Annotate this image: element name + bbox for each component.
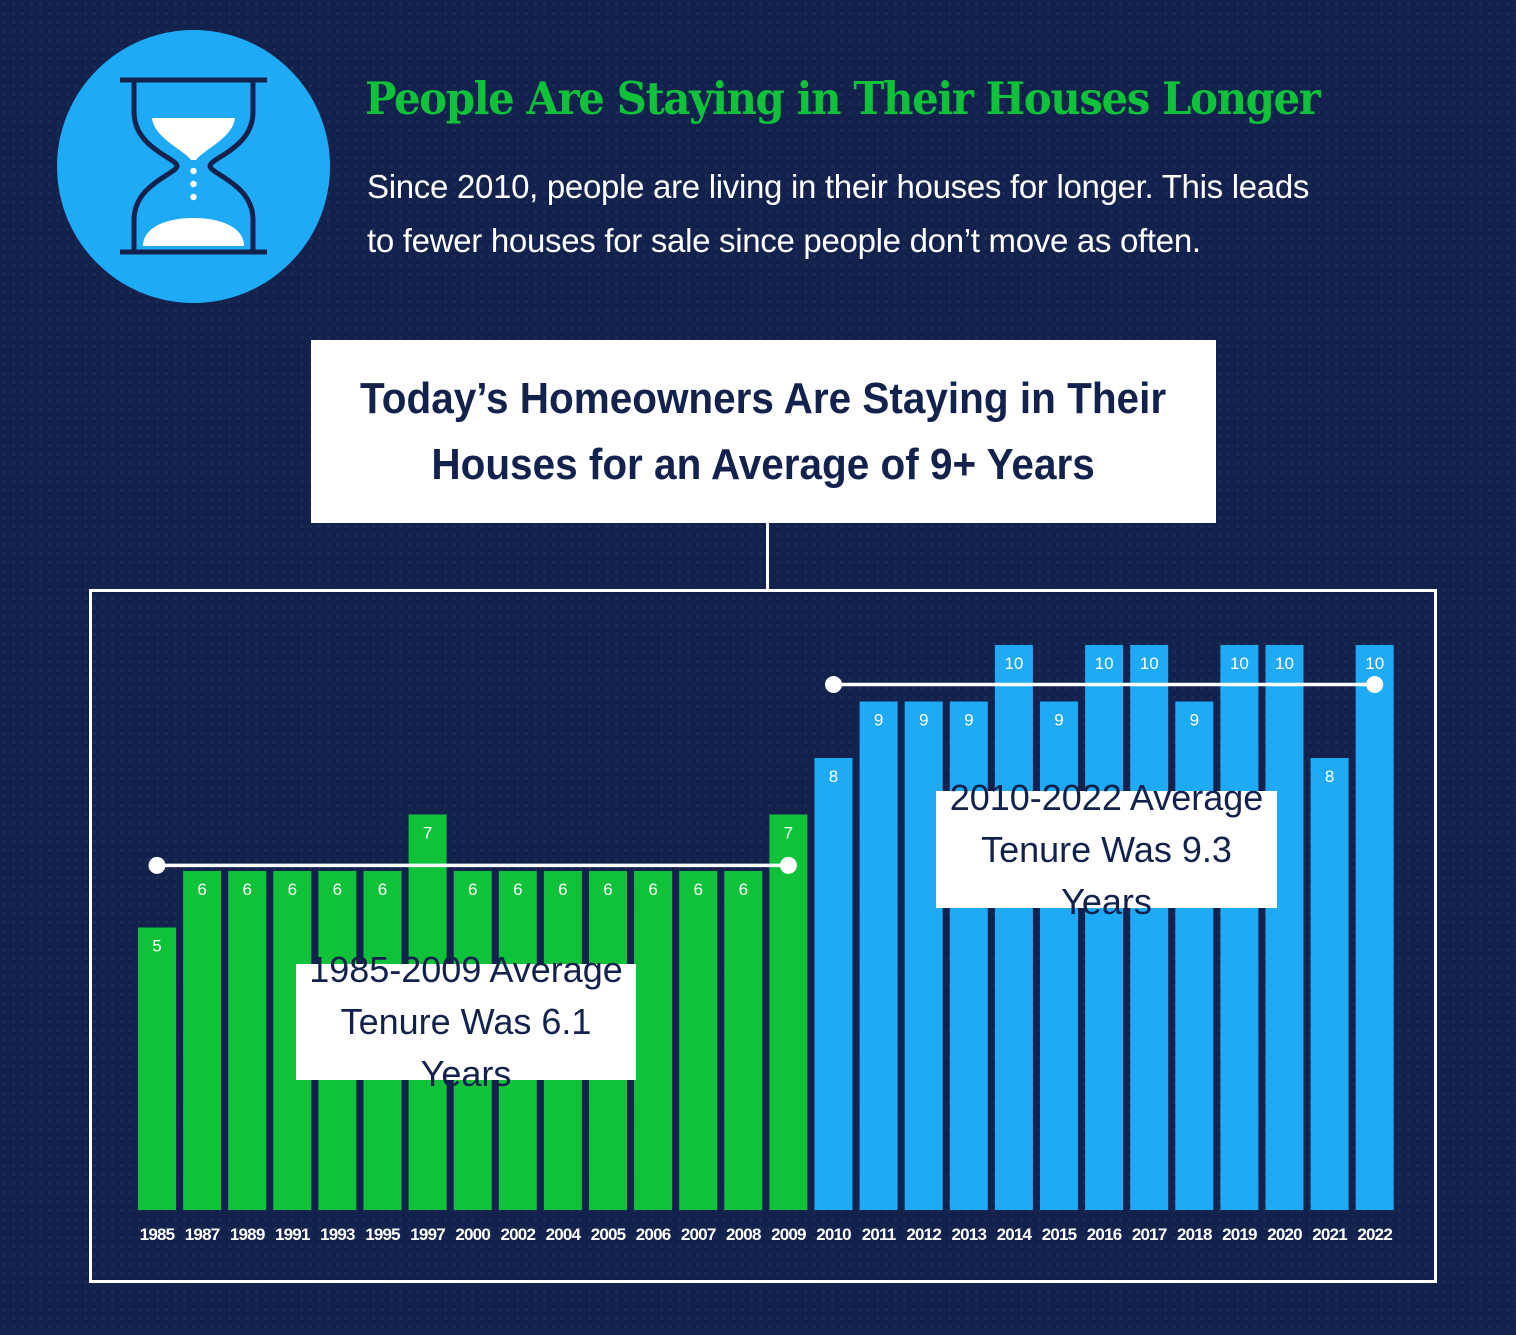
- data-label-2017: 10: [1140, 654, 1159, 673]
- tick-label-2014: 2014: [997, 1225, 1033, 1244]
- bar-2009: [769, 814, 808, 1210]
- bar-2011: [859, 701, 898, 1210]
- data-label-2011: 9: [874, 711, 883, 730]
- tick-label-2021: 2021: [1312, 1225, 1347, 1244]
- tick-label-2022: 2022: [1357, 1225, 1392, 1244]
- bar-2021: [1310, 758, 1349, 1210]
- page-subtitle: Since 2010, people are living in their h…: [367, 168, 1310, 259]
- tick-label-1989: 1989: [230, 1225, 265, 1244]
- data-label-2008: 6: [739, 880, 748, 899]
- icon-circle: [57, 30, 330, 303]
- data-label-1997: 7: [423, 824, 432, 843]
- data-label-1995: 6: [378, 880, 387, 899]
- chart-title: Today’s Homeowners Are Staying in Their …: [360, 373, 1167, 489]
- tick-label-2000: 2000: [455, 1225, 490, 1244]
- data-label-1993: 6: [333, 880, 342, 899]
- bar-2019: [1220, 645, 1259, 1210]
- tick-label-2012: 2012: [906, 1225, 941, 1244]
- data-label-2004: 6: [558, 880, 567, 899]
- tick-label-2015: 2015: [1042, 1225, 1077, 1244]
- data-label-2007: 6: [693, 880, 702, 899]
- tick-label-1985: 1985: [140, 1225, 175, 1244]
- bar-2017: [1130, 645, 1169, 1210]
- tick-label-2009: 2009: [771, 1225, 806, 1244]
- bar-2010: [814, 758, 853, 1210]
- bar-2016: [1085, 645, 1124, 1210]
- data-label-2005: 6: [603, 880, 612, 899]
- bar-2020: [1265, 645, 1304, 1210]
- data-label-2021: 8: [1325, 767, 1334, 786]
- page-title: People Are Staying in Their Houses Longe…: [365, 72, 1321, 125]
- data-label-2002: 6: [513, 880, 522, 899]
- tick-label-1995: 1995: [365, 1225, 400, 1244]
- average-early-end-dot: [779, 856, 797, 874]
- bar-2018: [1175, 701, 1214, 1210]
- tick-label-1997: 1997: [410, 1225, 445, 1244]
- data-label-2016: 10: [1095, 654, 1114, 673]
- tick-label-2019: 2019: [1222, 1225, 1257, 1244]
- data-label-2013: 9: [964, 711, 973, 730]
- bar-2012: [904, 701, 943, 1210]
- data-label-2019: 10: [1230, 654, 1249, 673]
- tick-label-1987: 1987: [185, 1225, 220, 1244]
- bar-2007: [679, 871, 718, 1210]
- data-label-2018: 9: [1190, 711, 1199, 730]
- tick-label-1991: 1991: [275, 1225, 310, 1244]
- data-label-2000: 6: [468, 880, 477, 899]
- tick-label-1993: 1993: [320, 1225, 355, 1244]
- data-label-2015: 9: [1054, 711, 1063, 730]
- tick-label-2005: 2005: [591, 1225, 626, 1244]
- bar-1987: [183, 871, 222, 1210]
- average-early-start-dot: [148, 856, 166, 874]
- data-label-1989: 6: [242, 880, 251, 899]
- tick-label-2010: 2010: [816, 1225, 851, 1244]
- bar-1989: [228, 871, 267, 1210]
- data-label-2009: 7: [784, 824, 793, 843]
- hourglass-icon: [120, 77, 267, 255]
- average-label-recent: 2010-2022 Average Tenure Was 9.3 Years: [936, 777, 1277, 922]
- data-label-2012: 9: [919, 711, 928, 730]
- tick-label-2016: 2016: [1087, 1225, 1122, 1244]
- connector-line: [766, 523, 769, 590]
- bar-2022: [1355, 645, 1394, 1210]
- bar-1985: [138, 927, 176, 1210]
- data-label-2020: 10: [1275, 654, 1294, 673]
- tick-label-2020: 2020: [1267, 1225, 1302, 1244]
- tick-label-2017: 2017: [1132, 1225, 1167, 1244]
- data-label-2022: 10: [1365, 654, 1384, 673]
- bar-2008: [724, 871, 763, 1210]
- bar-2013: [949, 701, 988, 1210]
- tick-label-2002: 2002: [500, 1225, 535, 1244]
- tick-label-2006: 2006: [636, 1225, 671, 1244]
- data-label-1985: 5: [152, 937, 161, 956]
- average-label-early: 1985-2009 Average Tenure Was 6.1 Years: [296, 949, 636, 1094]
- tick-label-2011: 2011: [862, 1225, 896, 1244]
- bar-2014: [994, 645, 1033, 1210]
- tick-label-2008: 2008: [726, 1225, 761, 1244]
- data-label-2006: 6: [648, 880, 657, 899]
- bar-2015: [1040, 701, 1078, 1210]
- tick-label-2018: 2018: [1177, 1225, 1212, 1244]
- tick-label-2004: 2004: [546, 1225, 582, 1244]
- data-label-2014: 10: [1004, 654, 1023, 673]
- data-label-1987: 6: [197, 880, 206, 899]
- tick-label-2007: 2007: [681, 1225, 716, 1244]
- bar-2006: [634, 871, 673, 1210]
- tick-label-2013: 2013: [951, 1225, 986, 1244]
- average-recent-start-dot: [825, 676, 842, 694]
- chart-frame: [89, 589, 1437, 1283]
- chart-title-box: Today’s Homeowners Are Staying in Their …: [311, 340, 1216, 523]
- average-recent-end-dot: [1366, 676, 1384, 694]
- data-label-1991: 6: [288, 880, 297, 899]
- data-label-2010: 8: [829, 767, 838, 786]
